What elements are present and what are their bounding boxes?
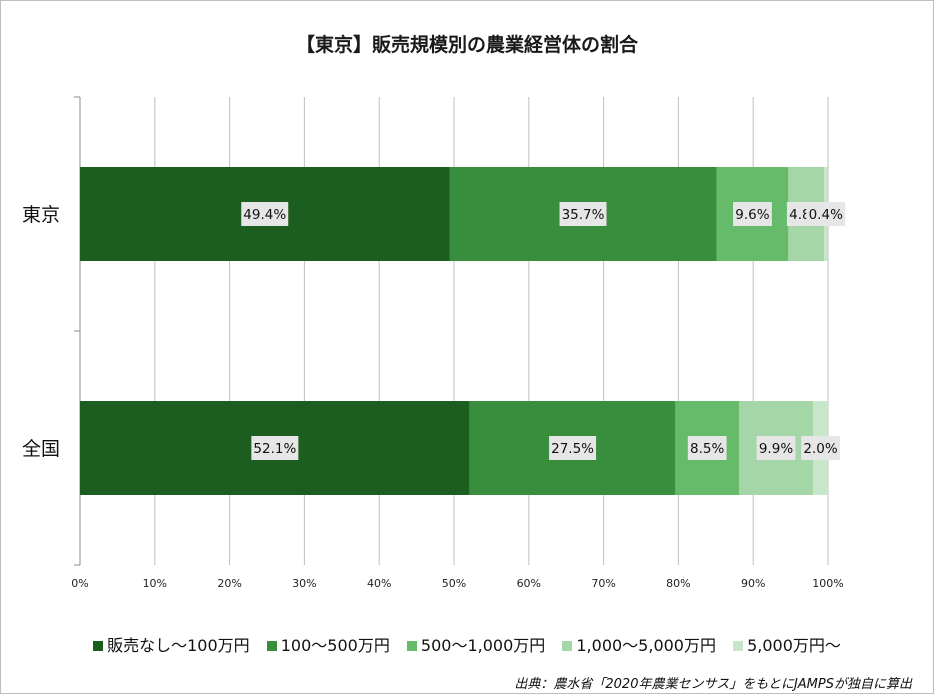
legend-label: 500～1,000万円: [420, 636, 546, 655]
data-label: 35.7%: [562, 207, 605, 223]
x-tick-label: 90%: [741, 577, 765, 590]
x-tick-label: 40%: [367, 577, 391, 590]
category-label: 東京: [22, 204, 60, 226]
legend-label: 1,000～5,000万円: [576, 636, 716, 655]
x-tick-label: 60%: [517, 577, 541, 590]
legend-swatch: [266, 641, 277, 651]
x-tick-label: 50%: [442, 577, 466, 590]
legend-swatch: [93, 641, 104, 651]
data-label-box: [687, 436, 727, 460]
data-label-box: [549, 436, 597, 460]
data-label: 9.9%: [759, 441, 793, 457]
legend-label: 100～500万円: [280, 636, 390, 655]
data-label: 2.0%: [803, 441, 837, 457]
chart-title: 【東京】販売規模別の農業経営体の割合: [295, 34, 638, 56]
data-label: 9.6%: [735, 207, 769, 223]
legend-item: 1,000～5,000万円: [562, 632, 716, 656]
legend-label: 5,000万円～: [747, 636, 841, 655]
data-label-box: [806, 202, 846, 226]
data-label: 27.5%: [551, 441, 594, 457]
data-label-box: [241, 202, 289, 226]
legend-item: 5,000万円～: [733, 632, 841, 656]
legend: 販売なし～100万円 100～500万円 500～1,000万円 1,000～5…: [0, 632, 934, 656]
data-label: 0.4%: [809, 207, 843, 223]
legend-swatch: [733, 641, 744, 651]
x-tick-label: 30%: [292, 577, 316, 590]
data-label-box: [733, 202, 772, 226]
data-label-box: [251, 436, 299, 460]
category-label: 全国: [22, 438, 60, 460]
data-label: 49.4%: [243, 207, 286, 223]
legend-swatch: [562, 641, 573, 651]
data-label-box: [559, 202, 607, 226]
source-note: 出典：農水省「2020年農業センサス」をもとにJAMPSが独自に算出: [514, 677, 912, 692]
legend-item: 100～500万円: [266, 632, 390, 656]
x-tick-label: 70%: [591, 577, 615, 590]
x-tick-label: 10%: [143, 577, 167, 590]
x-tick-label: 80%: [666, 577, 690, 590]
legend-item: 500～1,000万円: [406, 632, 546, 656]
x-tick-label: 100%: [812, 577, 843, 590]
data-label-box: [801, 436, 840, 460]
data-label: 8.5%: [690, 441, 724, 457]
x-tick-label: 0%: [71, 577, 88, 590]
legend-swatch: [406, 641, 417, 651]
data-label: 52.1%: [253, 441, 296, 457]
legend-item: 販売なし～100万円: [93, 632, 250, 656]
x-tick-label: 20%: [217, 577, 241, 590]
data-label-box: [756, 436, 796, 460]
legend-label: 販売なし～100万円: [107, 636, 250, 655]
